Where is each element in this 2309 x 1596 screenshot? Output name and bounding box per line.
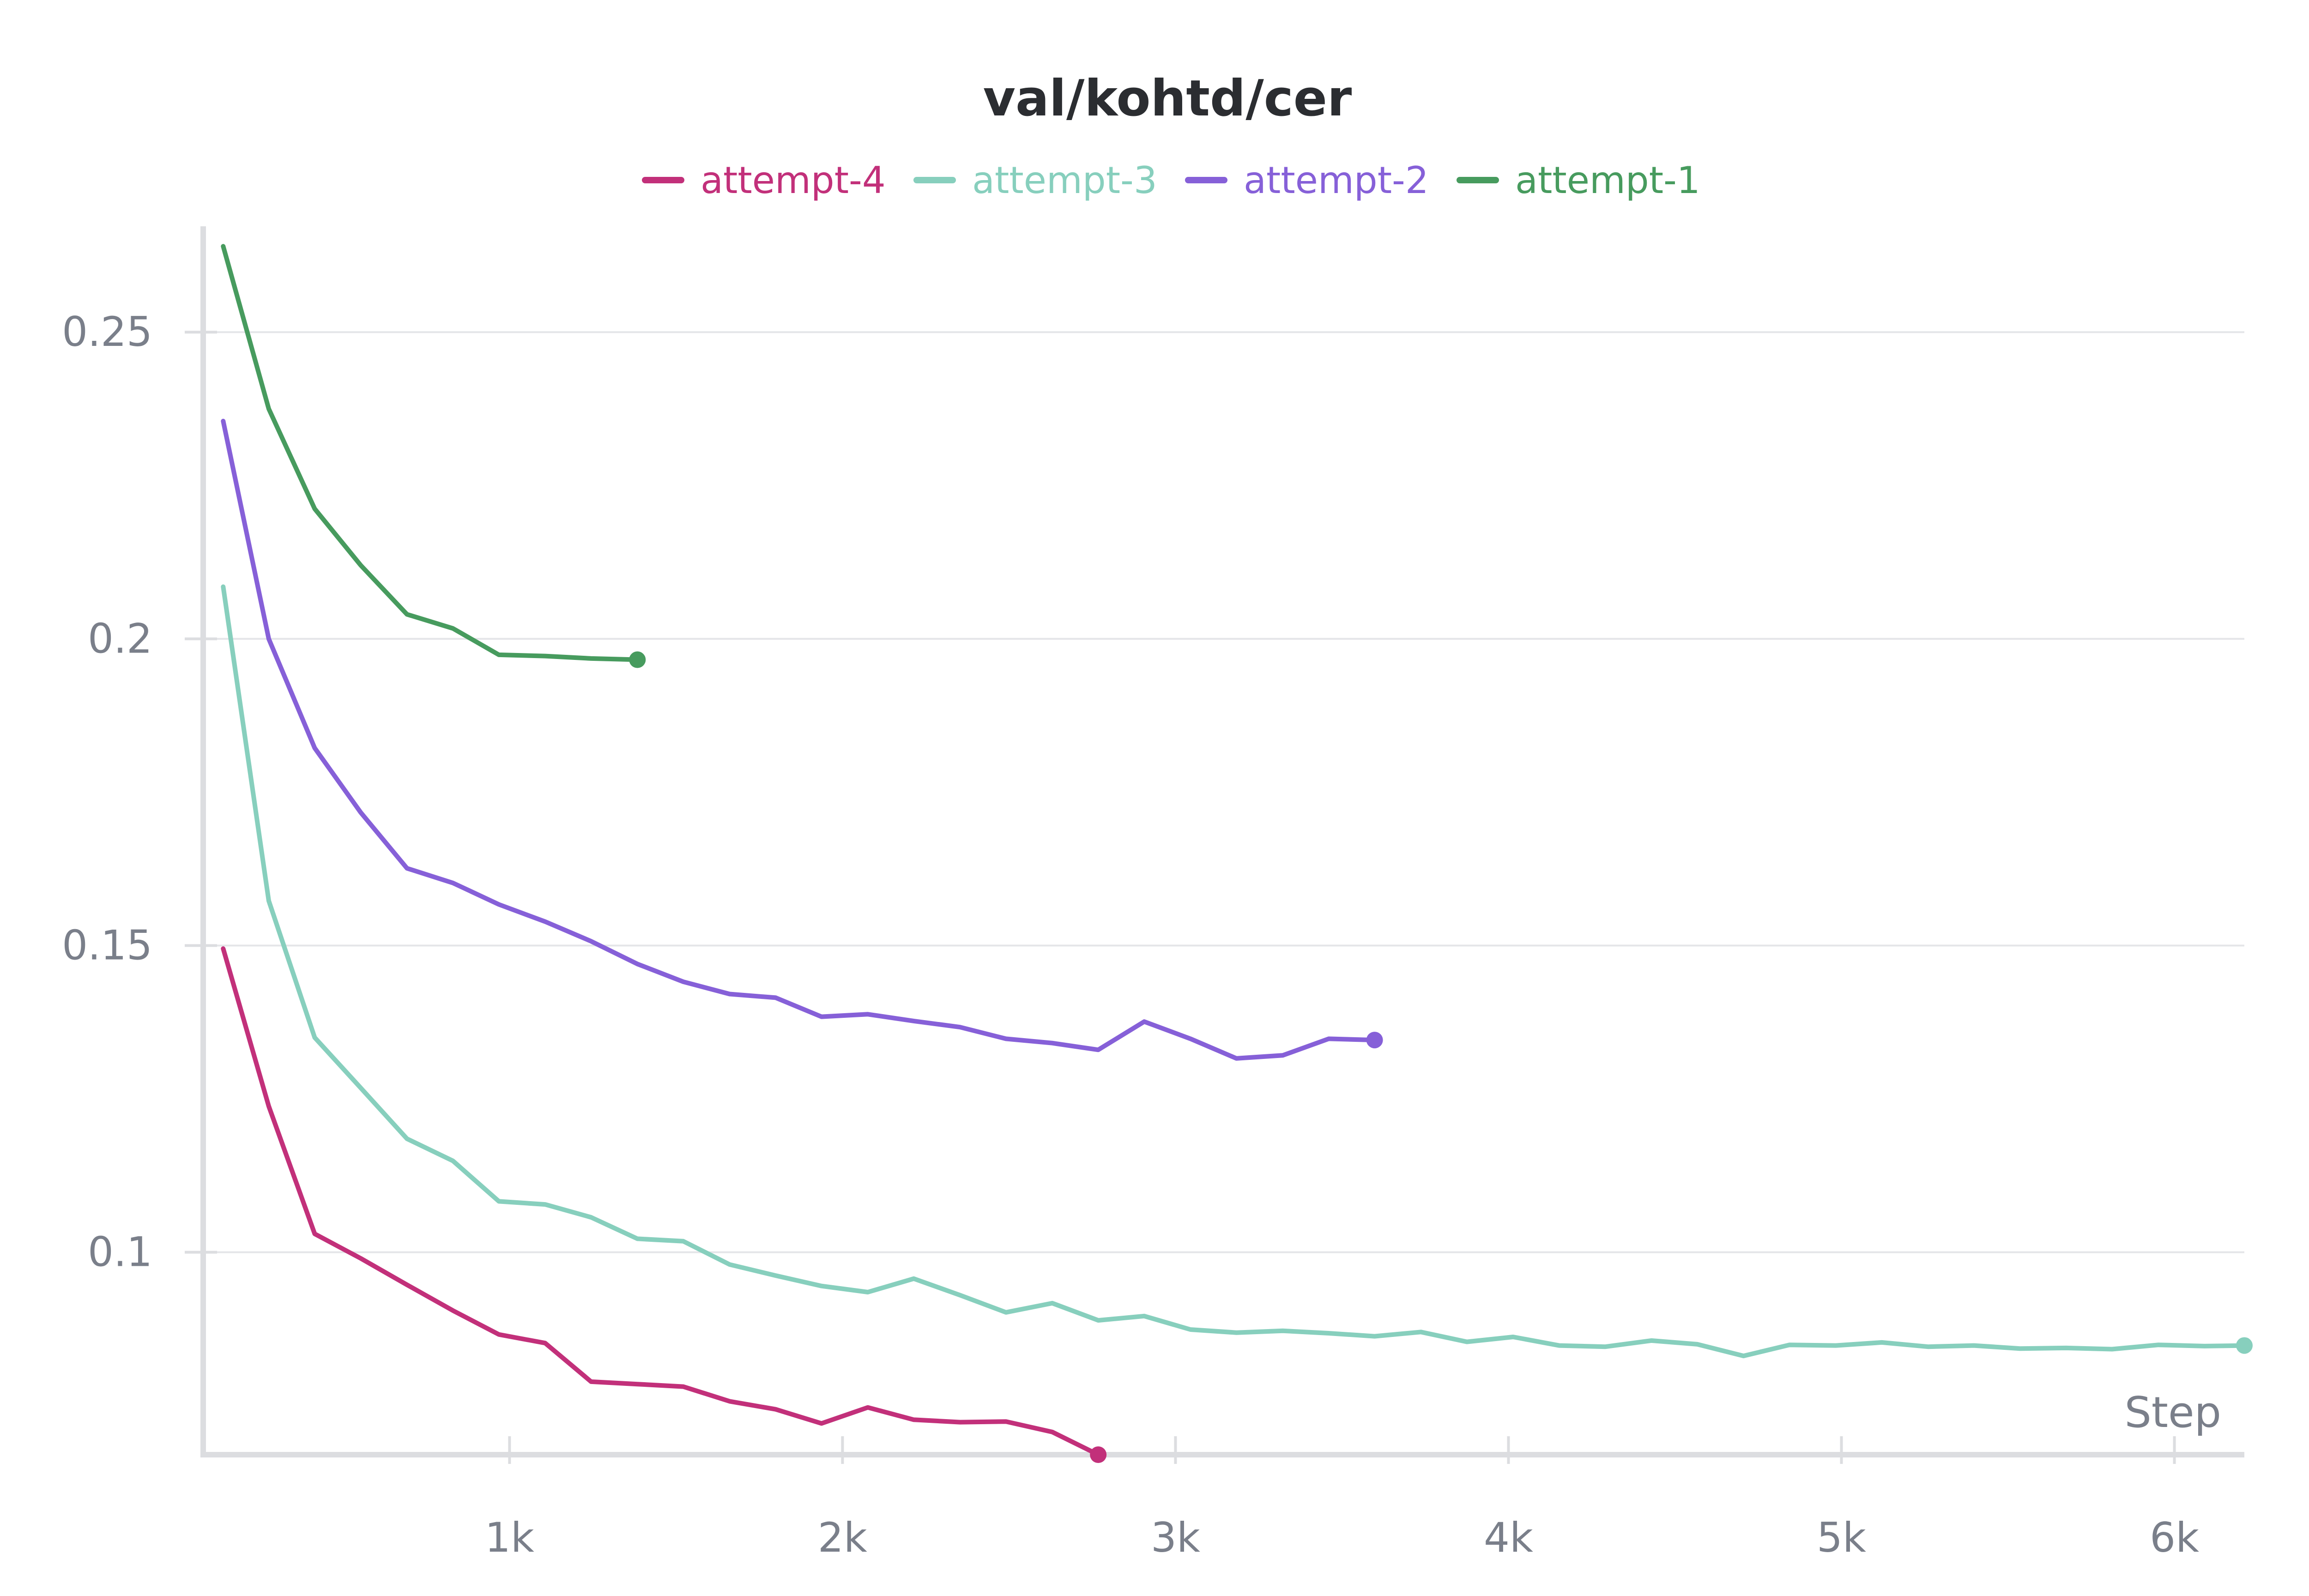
legend-label: attempt-2 [1244,159,1429,202]
series-line [221,584,2247,1359]
series-end-point [1366,1032,1383,1049]
y-tick-label: 0.15 [62,922,152,969]
grid-lines [203,331,2244,1253]
series-attempt-2 [221,418,1383,1061]
series-line [221,946,1101,1457]
legend-item-attempt-2[interactable]: attempt-2 [1185,159,1429,202]
legend-item-attempt-4[interactable]: attempt-4 [642,159,886,202]
y-tick-label: 0.1 [88,1228,152,1276]
legend-label: attempt-1 [1515,159,1700,202]
legend-label: attempt-4 [701,159,886,202]
x-tick-label: 6k [2150,1514,2199,1561]
x-tick-label: 2k [818,1514,867,1561]
x-tick-label: 3k [1151,1514,1200,1561]
legend: attempt-4 attempt-3 attempt-2 attempt-1 [642,159,1700,202]
axes [200,226,2244,1457]
legend-item-attempt-3[interactable]: attempt-3 [913,159,1157,202]
chart-title: val/kohtd/cer [983,70,1352,127]
series-attempt-4 [221,946,1107,1463]
x-axis-ticks: 1k 2k 3k 4k 5k 6k [485,1436,2199,1561]
series-end-point [2236,1337,2253,1354]
series-line [221,418,1377,1061]
series-attempt-3 [221,584,2253,1359]
x-axis-label: Step [2125,1388,2221,1437]
x-tick-label: 1k [485,1514,534,1561]
series-attempt-1 [221,244,646,668]
legend-label: attempt-3 [972,159,1157,202]
x-tick-label: 4k [1484,1514,1533,1561]
legend-item-attempt-1[interactable]: attempt-1 [1457,159,1700,202]
series-line [221,244,640,662]
y-tick-label: 0.2 [88,615,152,662]
y-tick-label: 0.25 [62,308,152,356]
series-end-point [1090,1446,1107,1463]
series-lines [221,244,2253,1463]
y-axis-ticks: 0.1 0.15 0.2 0.25 [62,308,217,1276]
x-tick-label: 5k [1817,1514,1866,1561]
series-end-point [629,651,646,668]
